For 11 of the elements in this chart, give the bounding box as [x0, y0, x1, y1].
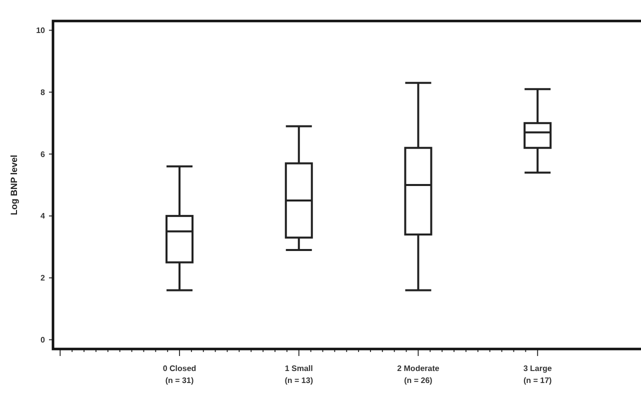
y-tick-label: 0 — [40, 336, 46, 345]
y-tick-label: 6 — [40, 150, 46, 159]
y-axis-title: Log BNP level — [9, 154, 19, 216]
y-tick-label: 10 — [36, 26, 46, 36]
x-tick-label: 0 Closed (n = 31) — [162, 364, 196, 385]
x-tick-label: 3 Large (n = 17) — [523, 364, 552, 385]
x-tick-label: 2 Moderate (n = 26) — [397, 364, 440, 385]
y-tick-label: 4 — [40, 212, 46, 221]
y-tick-label: 8 — [40, 88, 46, 97]
y-tick-label: 2 — [40, 274, 46, 283]
x-tick-label: 1 Small (n = 13) — [284, 364, 314, 385]
